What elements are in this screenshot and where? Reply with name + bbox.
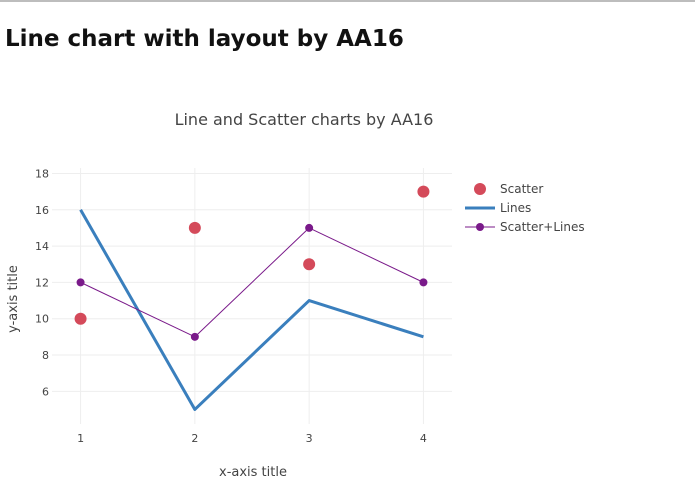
x-tick-label: 2 xyxy=(191,432,198,445)
y-tick-label: 14 xyxy=(35,240,49,253)
legend-marker-swatch xyxy=(476,223,484,231)
y-tick-label: 8 xyxy=(42,349,49,362)
y-tick-label: 6 xyxy=(42,385,49,398)
data-point[interactable] xyxy=(417,185,430,198)
grid xyxy=(52,168,452,424)
legend-label: Scatter xyxy=(500,182,543,196)
top-divider xyxy=(0,0,695,2)
legend[interactable]: Scatter Lines Scatter+Lines xyxy=(465,182,585,234)
y-tick-label: 16 xyxy=(35,204,49,217)
series-line xyxy=(79,209,424,411)
chart-title: Line and Scatter charts by AA16 xyxy=(175,110,434,129)
legend-marker-swatch xyxy=(474,183,486,195)
legend-label: Lines xyxy=(500,201,531,215)
x-tick-label: 4 xyxy=(420,432,427,445)
y-axis-title: y-axis title xyxy=(6,265,21,333)
x-tick-label: 3 xyxy=(306,432,313,445)
data-point[interactable] xyxy=(305,223,314,232)
legend-label: Scatter+Lines xyxy=(500,220,585,234)
data-point[interactable] xyxy=(74,312,87,325)
x-tick-label: 1 xyxy=(77,432,84,445)
legend-item[interactable]: Scatter+Lines xyxy=(465,220,585,234)
series-layer xyxy=(74,185,430,411)
y-tick-label: 18 xyxy=(35,167,49,180)
series-scatter-lines[interactable] xyxy=(76,223,428,341)
data-point[interactable] xyxy=(303,258,316,271)
data-point[interactable] xyxy=(76,278,85,287)
y-ticks: 6 8 10 12 14 16 18 xyxy=(35,167,49,398)
page-heading: Line chart with layout by AA16 xyxy=(5,26,404,52)
legend-item[interactable]: Scatter xyxy=(474,182,543,196)
data-point[interactable] xyxy=(190,332,199,341)
x-axis-title: x-axis title xyxy=(219,465,287,480)
data-point[interactable] xyxy=(188,221,201,234)
series-line xyxy=(80,227,424,338)
legend-item[interactable]: Lines xyxy=(465,201,531,215)
series-lines[interactable] xyxy=(79,209,424,411)
y-tick-label: 10 xyxy=(35,313,49,326)
y-tick-label: 12 xyxy=(35,276,49,289)
x-ticks: 1 2 3 4 xyxy=(77,432,427,445)
data-point[interactable] xyxy=(419,278,428,287)
series-scatter[interactable] xyxy=(74,185,430,325)
